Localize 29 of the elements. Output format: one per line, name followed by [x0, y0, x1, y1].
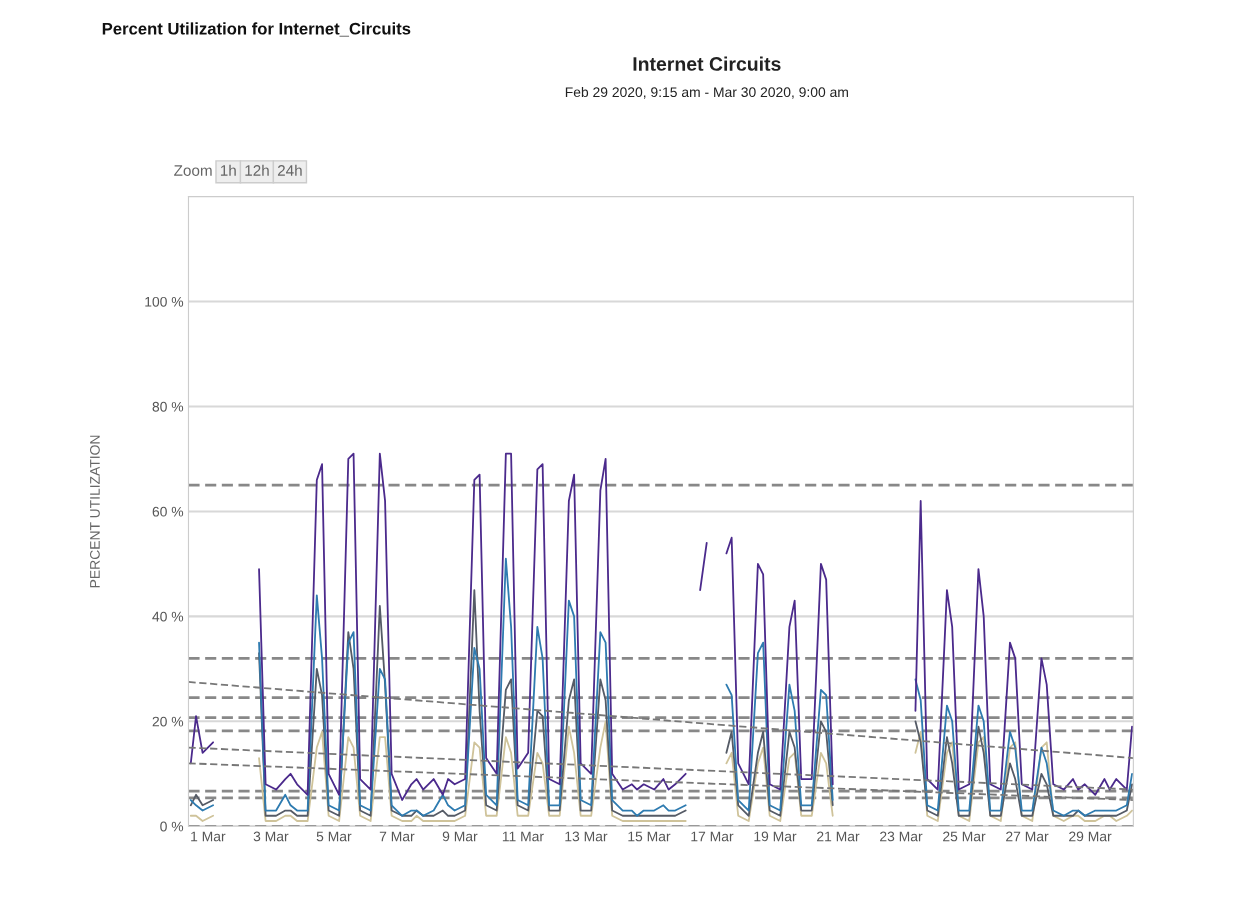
y-tick-label: 60 %: [152, 506, 184, 517]
x-tick-label: 13 Mar: [565, 831, 608, 842]
x-tick-label: 15 Mar: [628, 831, 671, 842]
y-tick-label: 0 %: [160, 821, 184, 832]
y-axis-title: PERCENT UTILIZATION: [89, 435, 100, 588]
x-tick-label: 9 Mar: [442, 831, 478, 842]
x-tick-label: 3 Mar: [253, 831, 289, 842]
x-tick-label: 17 Mar: [691, 831, 734, 842]
text: Zoom: [174, 165, 212, 176]
text: Percent Utilization for Internet_Circuits: [102, 22, 411, 37]
text: 24h: [277, 164, 302, 176]
x-tick-label: 21 Mar: [817, 831, 860, 842]
text: 12h: [245, 164, 269, 176]
x-tick-label: 27 Mar: [1006, 831, 1049, 842]
x-tick-label: 11 Mar: [502, 831, 544, 842]
y-tick-label: 80 %: [152, 401, 184, 412]
x-tick-label: 5 Mar: [316, 831, 352, 842]
x-tick-label: 7 Mar: [379, 831, 415, 842]
chart-subtitle: Feb 29 2020, 9:15 am - Mar 30 2020, 9:00 am: [565, 86, 848, 99]
y-tick-label: 20 %: [152, 716, 184, 727]
chart-title: Internet Circuits: [633, 56, 781, 71]
y-tick-label: 100 %: [145, 296, 184, 307]
x-tick-label: 25 Mar: [943, 831, 986, 842]
x-tick-label: 29 Mar: [1069, 831, 1112, 842]
x-tick-label: 1 Mar: [191, 831, 226, 842]
y-tick-label: 40 %: [152, 611, 184, 622]
x-tick-label: 23 Mar: [880, 831, 923, 842]
text: 1h: [220, 164, 236, 176]
x-tick-label: 19 Mar: [754, 831, 797, 842]
